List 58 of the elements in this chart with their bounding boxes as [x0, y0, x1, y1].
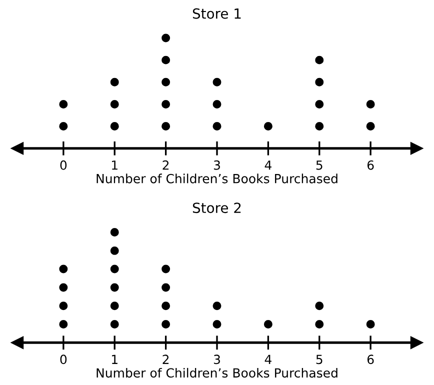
x-tick-label: 5 [316, 354, 322, 364]
point [59, 320, 68, 328]
point [315, 122, 324, 131]
point [366, 122, 375, 131]
point [212, 320, 222, 328]
x-axis-title: Number of Children’s Books Purchased [96, 174, 338, 184]
point [162, 78, 170, 86]
point [110, 228, 119, 236]
point [110, 302, 119, 310]
point [264, 122, 272, 131]
chart-title: Store 2 [192, 202, 241, 214]
point [315, 78, 324, 86]
point [162, 283, 170, 292]
point [315, 56, 324, 64]
point [162, 122, 170, 131]
point [162, 302, 170, 310]
point [212, 122, 222, 131]
x-tick-label: 4 [264, 160, 272, 170]
x-tick-label: 1 [112, 354, 118, 364]
point [110, 246, 119, 255]
point [59, 302, 68, 310]
x-tick-label: 6 [367, 160, 374, 170]
point [212, 78, 222, 86]
point [110, 264, 119, 274]
point [162, 34, 170, 42]
point [212, 100, 222, 108]
point [315, 320, 324, 328]
point [110, 78, 119, 86]
point [162, 100, 170, 108]
point [366, 100, 375, 108]
point [59, 100, 68, 108]
point [59, 122, 68, 131]
point [366, 320, 375, 328]
point [162, 56, 170, 64]
point [110, 100, 119, 108]
point [162, 264, 170, 274]
x-tick-label: 5 [316, 160, 322, 170]
point [315, 100, 324, 108]
x-tick-label: 6 [367, 354, 374, 364]
chart-title: Store 1 [192, 8, 241, 19]
point [59, 264, 68, 274]
point [162, 320, 170, 328]
x-tick-label: 1 [112, 160, 118, 170]
point [110, 122, 119, 131]
x-tick-label: 4 [264, 354, 272, 364]
x-tick-label: 0 [60, 354, 67, 364]
x-tick-label: 2 [162, 354, 169, 364]
x-tick-label: 2 [162, 160, 169, 170]
x-tick-label: 3 [214, 160, 220, 170]
point [110, 320, 119, 328]
x-axis-title: Number of Children’s Books Purchased [96, 368, 338, 378]
point [110, 283, 119, 292]
point [264, 320, 272, 328]
point [59, 283, 68, 292]
x-tick-label: 3 [214, 354, 220, 364]
point [212, 302, 222, 310]
x-tick-label: 0 [60, 160, 67, 170]
point [315, 302, 324, 310]
